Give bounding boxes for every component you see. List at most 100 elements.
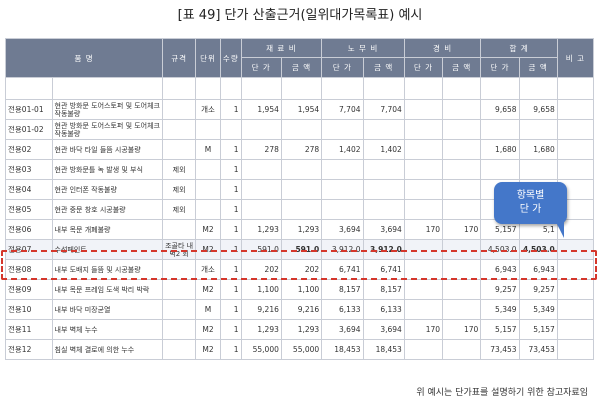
row-qty bbox=[219, 119, 242, 140]
row-qty: 1 bbox=[219, 239, 242, 260]
row-labor-unit-price: 3,694 bbox=[321, 219, 364, 240]
header-expense-unit-price: 단 가 bbox=[403, 57, 444, 78]
row-expense-unit-price bbox=[403, 179, 444, 200]
row-material-amount: 1,293 bbox=[280, 319, 323, 340]
row-remark bbox=[556, 259, 595, 280]
callout-pointer bbox=[555, 220, 564, 238]
row-code: 전용01-01 bbox=[5, 99, 53, 120]
row-unit: M bbox=[195, 299, 221, 320]
row-unit bbox=[195, 179, 221, 200]
header-material-unit-price: 단 가 bbox=[240, 57, 282, 78]
row-unit: M2 bbox=[195, 339, 221, 360]
row-labor-unit-price: 8,157 bbox=[321, 279, 364, 300]
table-row: 전용06 내부 목문 개폐불량 M2 1 1,293 1,293 3,694 3,694 170… bbox=[5, 219, 595, 240]
row-expense-amount: 170 bbox=[442, 319, 482, 340]
row-name: 내부 목문 프레임 도색 박리 박락 bbox=[51, 279, 164, 300]
row-labor-amount bbox=[362, 179, 405, 200]
row-labor-unit-price bbox=[321, 159, 364, 180]
table-row: 전용02 현관 바닥 타일 들뜸 시공불량 M 1 278 278 1,402 1,402 1,… bbox=[5, 139, 595, 160]
header-total: 합 계 bbox=[480, 38, 558, 58]
header-name: 품 명 bbox=[4, 38, 164, 78]
header-expense-amount: 금 액 bbox=[442, 57, 482, 78]
row-labor-amount bbox=[362, 119, 405, 140]
row-code: 전용01-02 bbox=[5, 119, 53, 140]
row-total-amount: 4,503.0 bbox=[518, 239, 558, 260]
row-spec bbox=[162, 219, 197, 240]
row-spec bbox=[162, 139, 197, 160]
row-expense-amount bbox=[442, 279, 482, 300]
row-qty: 1 bbox=[219, 99, 242, 120]
row-remark bbox=[556, 339, 595, 360]
row-material-unit-price bbox=[240, 199, 282, 220]
row-total-amount bbox=[518, 159, 558, 180]
row-qty: 1 bbox=[219, 259, 242, 280]
table-row: 전용12 침실 벽체 결로에 의한 누수 M2 1 55,000 55,000 18,453… bbox=[5, 339, 595, 360]
row-name: 현관 인터폰 작동불량 bbox=[51, 179, 164, 200]
row-expense-amount bbox=[442, 339, 482, 360]
row-material-unit-price bbox=[240, 119, 282, 140]
row-total-amount: 6,943 bbox=[518, 259, 558, 280]
row-material-unit-price: 591.0 bbox=[240, 239, 282, 260]
row-code: 전용11 bbox=[5, 319, 53, 340]
header-labor-unit-price: 단 가 bbox=[321, 57, 364, 78]
header-remark: 비 고 bbox=[556, 38, 595, 78]
table-row: 전용10 내부 바닥 미장균열 M 1 9,216 9,216 6,133 6,133 5,34… bbox=[5, 299, 595, 320]
row-total-amount: 9,257 bbox=[518, 279, 558, 300]
row-expense-amount bbox=[442, 139, 482, 160]
header-labor-amount: 금 액 bbox=[362, 57, 405, 78]
header-expense: 경 비 bbox=[403, 38, 482, 58]
row-material-amount bbox=[280, 159, 323, 180]
row-labor-unit-price: 6,133 bbox=[321, 299, 364, 320]
row-total-unit-price: 5,349 bbox=[480, 299, 520, 320]
row-total-unit-price: 9,257 bbox=[480, 279, 520, 300]
unit-price-callout: 항목별 단 가 bbox=[494, 182, 567, 224]
row-total-amount: 5,157 bbox=[518, 319, 558, 340]
row-total-unit-price bbox=[480, 119, 520, 140]
row-material-amount: 1,954 bbox=[280, 99, 323, 120]
row-expense-unit-price bbox=[403, 299, 444, 320]
row-total-unit-price: 73,453 bbox=[480, 339, 520, 360]
row-spec: 제외 bbox=[162, 199, 197, 220]
row-expense-unit-price bbox=[403, 259, 444, 280]
table-row: 전용09 내부 목문 프레임 도색 박리 박락 M2 1 1,100 1,100 8,157… bbox=[5, 279, 595, 300]
row-unit: M2 bbox=[195, 239, 221, 260]
row-material-unit-price: 278 bbox=[240, 139, 282, 160]
row-material-unit-price bbox=[240, 179, 282, 200]
row-unit: M2 bbox=[195, 319, 221, 340]
header-total-unit-price: 단 가 bbox=[480, 57, 520, 78]
row-qty: 1 bbox=[219, 299, 242, 320]
row-material-amount: 1,293 bbox=[280, 219, 323, 240]
row-expense-amount bbox=[442, 179, 482, 200]
row-code: 전용08 bbox=[5, 259, 53, 280]
row-material-amount: 278 bbox=[280, 139, 323, 160]
row-expense-amount: 170 bbox=[442, 219, 482, 240]
row-expense-amount bbox=[442, 239, 482, 260]
row-labor-unit-price bbox=[321, 199, 364, 220]
row-spec bbox=[162, 99, 197, 120]
row-spec bbox=[162, 119, 197, 140]
row-material-unit-price: 1,293 bbox=[240, 319, 282, 340]
row-spec bbox=[162, 299, 197, 320]
row-material-amount bbox=[280, 179, 323, 200]
row-labor-unit-price bbox=[321, 179, 364, 200]
row-total-unit-price: 4,503.0 bbox=[480, 239, 520, 260]
row-spec bbox=[162, 259, 197, 280]
row-qty: 1 bbox=[219, 319, 242, 340]
row-name: 침실 벽체 결로에 의한 누수 bbox=[51, 339, 164, 360]
row-total-unit-price: 5,157 bbox=[480, 319, 520, 340]
row-material-unit-price: 1,293 bbox=[240, 219, 282, 240]
table-row: 전용03 현관 방화문틀 녹 발생 및 부식 제외 1 bbox=[5, 159, 595, 180]
row-expense-amount bbox=[442, 119, 482, 140]
row-code: 전용10 bbox=[5, 299, 53, 320]
row-labor-amount: 8,157 bbox=[362, 279, 405, 300]
row-labor-amount bbox=[362, 159, 405, 180]
row-remark bbox=[556, 239, 595, 260]
row-name: 내부 도배지 들뜸 및 시공불량 bbox=[51, 259, 164, 280]
row-total-unit-price bbox=[480, 159, 520, 180]
row-labor-unit-price: 3,912.0 bbox=[321, 239, 364, 260]
row-labor-amount: 6,741 bbox=[362, 259, 405, 280]
blank-row bbox=[5, 77, 595, 100]
row-name: 내부 목문 개폐불량 bbox=[51, 219, 164, 240]
row-labor-unit-price: 18,453 bbox=[321, 339, 364, 360]
row-total-amount: 73,453 bbox=[518, 339, 558, 360]
